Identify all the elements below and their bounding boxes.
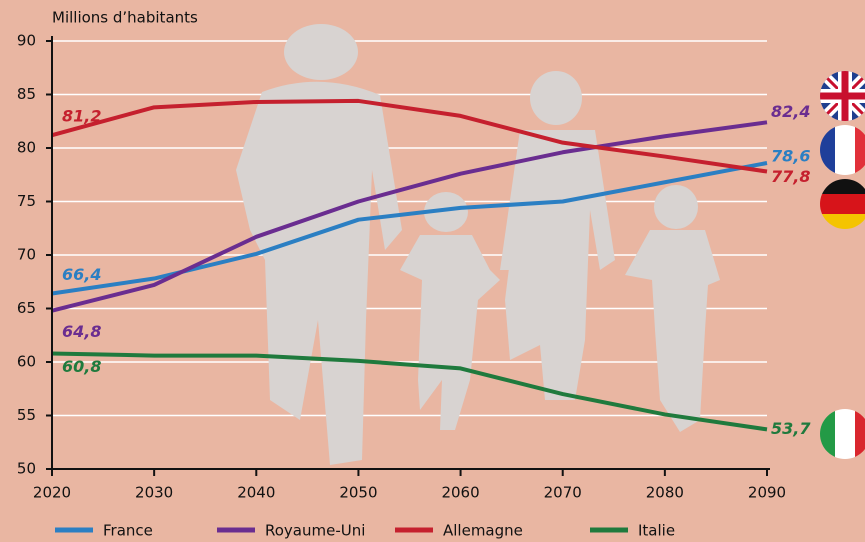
flag-italy [820,409,865,459]
x-tick-label: 2090 [748,484,786,502]
y-axis-label: Millions d’habitants [52,9,198,27]
value-label: 66,4 [62,265,101,284]
y-tick-label: 90 [17,32,36,50]
x-tick-label: 2050 [339,484,377,502]
y-tick-label: 55 [17,406,36,424]
y-tick-label: 70 [17,246,36,264]
value-label: 77,8 [771,167,810,186]
series-line [51,120,768,313]
grid [52,40,767,417]
series-line [51,351,768,432]
y-tick-label: 50 [17,460,36,478]
y-tick-label: 80 [17,139,36,157]
value-label: 78,6 [771,146,810,165]
legend-label: France [103,522,153,540]
y-tick-label: 75 [17,192,36,210]
value-label: 60,8 [62,357,101,376]
flag-uk [820,71,865,121]
flag-germany [820,179,865,229]
family-silhouette [236,24,720,466]
series-line [51,98,768,174]
value-label: 82,4 [771,102,810,121]
value-label: 64,8 [62,322,101,341]
y-tick-label: 85 [17,85,36,103]
value-label: 53,7 [771,419,811,438]
value-label: 81,2 [62,107,101,126]
legend: France Royaume-Uni Allemagne Italie [55,522,675,540]
flag-france [820,125,865,175]
legend-label: Italie [638,522,675,540]
legend-label: Allemagne [443,522,523,540]
series-line [51,161,768,296]
y-tick-label: 60 [17,353,36,371]
x-tick-label: 2060 [441,484,479,502]
lines [51,98,768,432]
legend-label: Royaume-Uni [265,522,365,540]
x-tick-label: 2070 [544,484,582,502]
y-tick-label: 65 [17,299,36,317]
x-tick-label: 2080 [646,484,684,502]
x-tick-label: 2040 [237,484,275,502]
x-tick-label: 2020 [33,484,71,502]
x-tick-label: 2030 [135,484,173,502]
